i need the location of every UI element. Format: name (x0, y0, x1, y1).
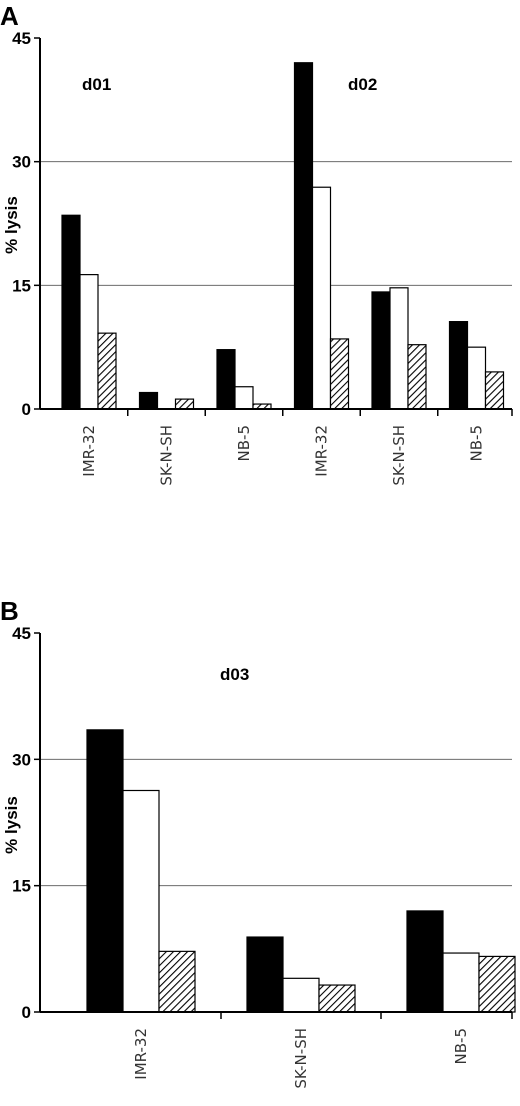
panel-b-category-label-2: NB-5 (452, 1028, 470, 1064)
panel-a-bar-imr-32-open-3 (311, 186, 332, 410)
panel-a-bar-imr-32-open-0 (79, 274, 99, 410)
panel-a-ytick-labels: 0 15 30 45 (12, 29, 31, 419)
panel-a-category-label-3: IMR-32 (313, 425, 331, 477)
panel-b-bars (86, 729, 516, 1013)
panel-b-bar-nb-5-hatched-2 (478, 955, 516, 1013)
panel-b-bar-sk-n-sh-open-1 (282, 977, 320, 1013)
panel-a-ytick-label-45: 45 (12, 29, 31, 48)
panel-a-category-label-1: SK-N-SH (158, 425, 176, 486)
panel-a-axes (34, 37, 513, 416)
panel-a-category-label-0: IMR-32 (80, 425, 98, 477)
panel-b-ytick-label-45: 45 (12, 624, 31, 643)
panel-a-bar-sk-n-sh-open-4 (389, 287, 409, 410)
panel-b-bar-imr-32-hatched-0 (158, 950, 196, 1013)
panel-a-letter: A (0, 1, 19, 31)
panel-a-annotation-d01: d01 (82, 75, 111, 94)
panel-b-bar-nb-5-open-2 (442, 952, 480, 1013)
panel-a-bar-sk-n-sh-solid-1 (138, 391, 159, 410)
panel-a-category-labels: IMR-32 SK-N-SH NB-5 IMR-32 SK-N-SH NB-5 (80, 425, 486, 486)
panel-b-category-label-1: SK-N-SH (292, 1028, 310, 1089)
panel-b-category-label-0: IMR-32 (132, 1028, 150, 1080)
panel-a-y-axis-label: % lysis (2, 196, 21, 254)
panel-a-bar-nb-5-hatched-5 (484, 371, 505, 410)
panel-a-bar-nb-5-solid-5 (448, 321, 469, 410)
panel-a-category-label-4: SK-N-SH (390, 425, 408, 486)
panel-a-bar-sk-n-sh-hatched-1 (174, 398, 195, 410)
panel-a: A 0 15 30 45 IMR-32 SK-N-SH NB-5 IMR-32 SK-N-SH… (0, 1, 513, 486)
panel-a-bar-nb-5-open-2 (234, 386, 254, 410)
panel-a-category-label-2: NB-5 (235, 425, 253, 461)
panel-b-bar-sk-n-sh-hatched-1 (318, 984, 356, 1013)
panel-b-axes (34, 632, 513, 1019)
panel-b-ytick-label-30: 30 (12, 750, 31, 769)
panel-a-ytick-label-0: 0 (22, 400, 31, 419)
panel-b-y-axis-label: % lysis (2, 796, 21, 854)
panel-a-grid (40, 161, 512, 286)
panel-a-ytick-label-30: 30 (12, 153, 31, 172)
panel-a-bars (61, 62, 505, 410)
panel-b-annotation-d03: d03 (220, 665, 249, 684)
panel-a-bar-imr-32-hatched-0 (97, 332, 117, 410)
panel-a-bar-sk-n-sh-solid-4 (371, 291, 391, 410)
panel-a-annotation-d02: d02 (348, 75, 377, 94)
panel-a-bar-sk-n-sh-hatched-4 (407, 344, 427, 410)
panel-b-bar-imr-32-open-0 (122, 789, 160, 1013)
panel-a-bar-imr-32-solid-3 (293, 62, 314, 410)
panel-b: B 0 15 30 45 IMR-32 SK-N-SH NB-5 % lysis d03 (0, 596, 516, 1089)
panel-b-ytick-labels: 0 15 30 45 (12, 624, 31, 1022)
panel-b-category-labels: IMR-32 SK-N-SH NB-5 (132, 1028, 470, 1089)
panel-a-ytick-label-15: 15 (12, 276, 31, 295)
panel-b-ytick-label-0: 0 (22, 1003, 31, 1022)
panel-b-ytick-label-15: 15 (12, 877, 31, 896)
panel-a-bar-nb-5-solid-2 (216, 349, 236, 410)
panel-b-bar-imr-32-solid-0 (86, 729, 124, 1013)
panel-a-bar-nb-5-open-5 (466, 346, 487, 410)
panel-a-bar-imr-32-hatched-3 (329, 338, 350, 410)
panel-a-category-label-5: NB-5 (468, 425, 486, 461)
panel-b-letter: B (0, 596, 19, 626)
panel-b-bar-sk-n-sh-solid-1 (246, 936, 284, 1013)
panel-b-bar-nb-5-solid-2 (406, 910, 444, 1013)
panel-a-bar-imr-32-solid-0 (61, 214, 81, 410)
